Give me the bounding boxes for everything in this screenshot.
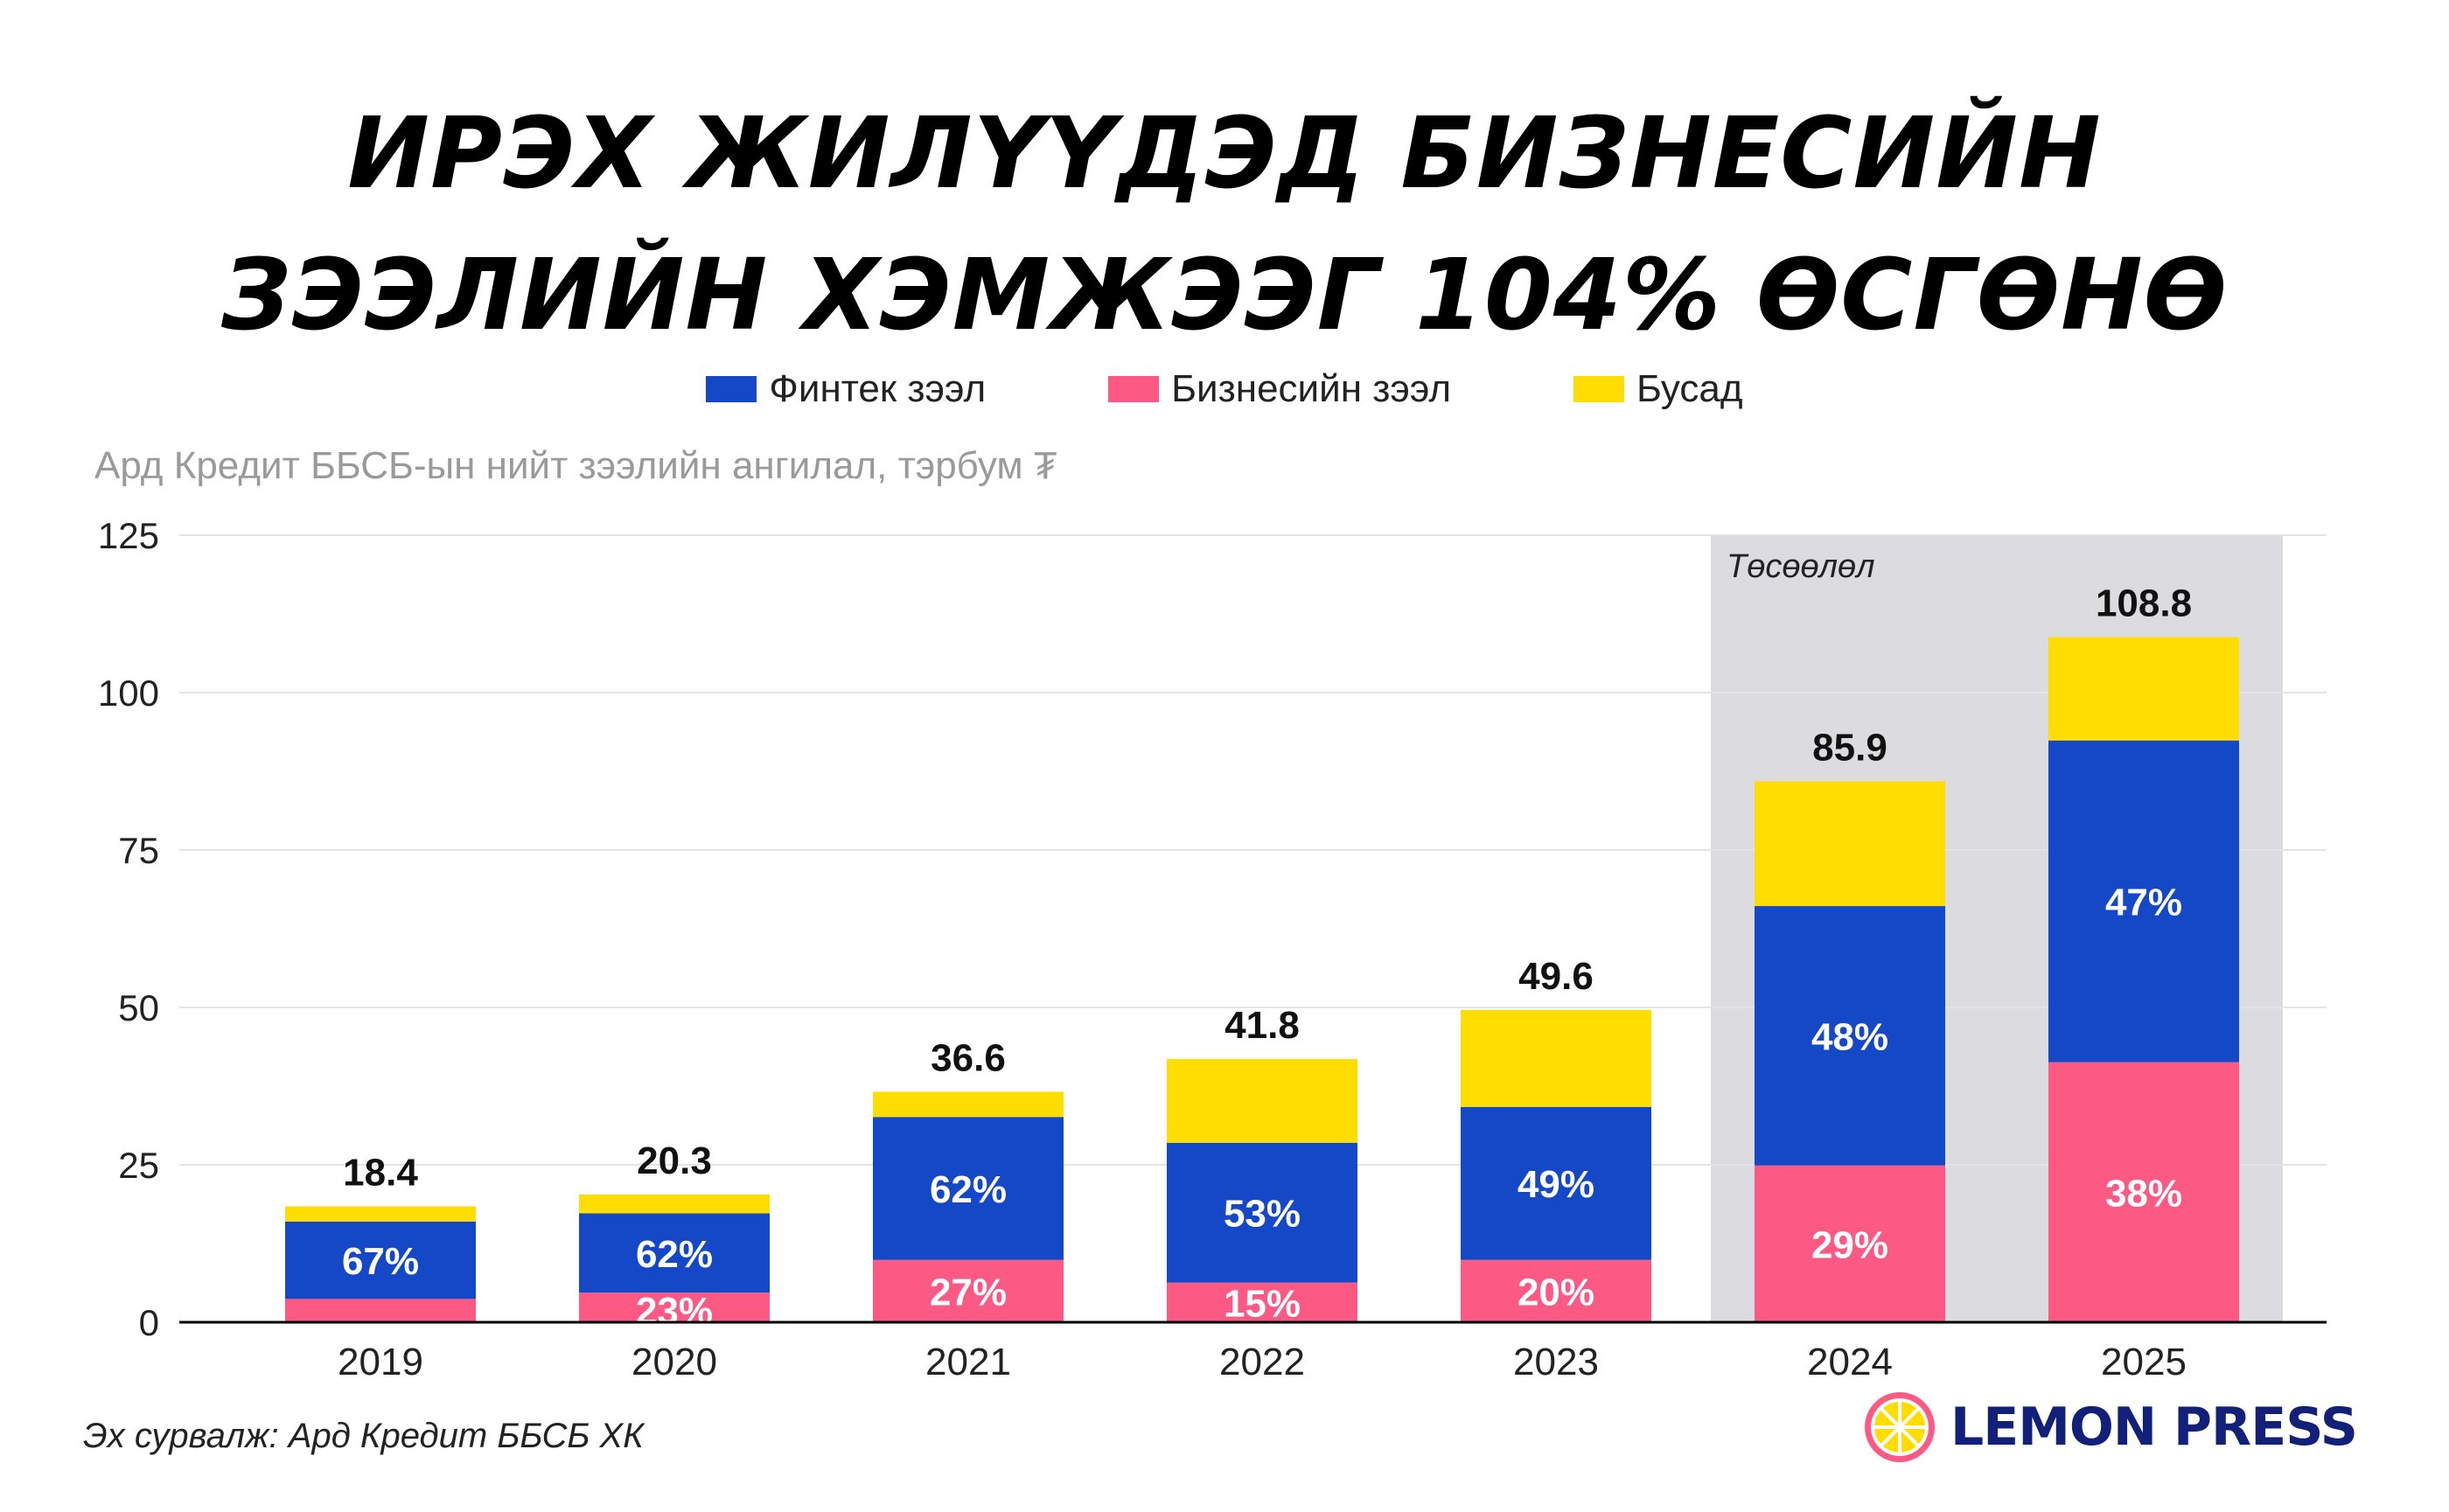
bar-percent-label: 62% bbox=[930, 1168, 1007, 1211]
title-line-1: ИРЭХ ЖИЛҮҮДЭД БИЗНЕСИЙН bbox=[347, 97, 2102, 211]
bar-segment bbox=[285, 1206, 476, 1222]
x-tick-label: 2022 bbox=[1219, 1341, 1305, 1382]
bar-percent-label: 29% bbox=[1811, 1223, 1888, 1266]
bar-percent-label: 47% bbox=[2105, 881, 2182, 924]
lemon-slice-icon bbox=[1865, 1392, 1935, 1462]
bar-total-label: 108.8 bbox=[2096, 582, 2192, 625]
page-title: ИРЭХ ЖИЛҮҮДЭД БИЗНЕСИЙН ЗЭЭЛИЙН ХЭМЖЭЭГ … bbox=[0, 83, 2449, 366]
x-tick-label: 2020 bbox=[631, 1341, 717, 1382]
bar-percent-label: 67% bbox=[342, 1240, 419, 1283]
logo-text: LEMON PRESS bbox=[1950, 1397, 2358, 1458]
bar-segment bbox=[1461, 1259, 1651, 1322]
bar-percent-label: 20% bbox=[1518, 1271, 1594, 1313]
bar-segment bbox=[579, 1194, 770, 1214]
forecast-label: Төсөөлөл bbox=[1727, 548, 1875, 585]
chart-subtitle: Ард Кредит ББСБ-ын нийт зээлийн ангилал,… bbox=[94, 444, 1057, 487]
bar-segment bbox=[1755, 906, 1945, 1166]
bar-segment bbox=[2048, 740, 2239, 1063]
bar-segment bbox=[1167, 1142, 1357, 1283]
legend-label-fintech: Финтек зээл bbox=[769, 367, 987, 410]
bar-percent-label: 23% bbox=[636, 1290, 713, 1333]
bar-total-label: 49.6 bbox=[1518, 955, 1594, 998]
x-tick-label: 2023 bbox=[1513, 1341, 1599, 1382]
bar-segment bbox=[873, 1117, 1064, 1260]
bar-total-label: 85.9 bbox=[1812, 727, 1887, 770]
stacked-bar-chart: Төсөөлөл 0 25 50 75 100 125 67% 18.4 2019 23% 62% 20… bbox=[98, 515, 2327, 1382]
y-tick-label: 0 bbox=[139, 1302, 159, 1343]
legend-swatch-other bbox=[1573, 376, 1624, 402]
legend-label-other: Бусад bbox=[1636, 367, 1743, 410]
legend-item-fintech: Финтек зээл bbox=[706, 367, 986, 411]
bar-percent-label: 15% bbox=[1224, 1282, 1301, 1325]
bar-segment bbox=[285, 1221, 476, 1299]
x-tick-label: 2021 bbox=[925, 1341, 1011, 1382]
bar-percent-label: 38% bbox=[2105, 1172, 2182, 1215]
y-tick-label: 50 bbox=[118, 987, 159, 1028]
source-note: Эх сурвалж: Ард Кредит ББСБ ХК bbox=[83, 1417, 644, 1455]
bar-total-label: 20.3 bbox=[637, 1139, 712, 1182]
bar-segment bbox=[1755, 781, 1945, 907]
title-line-2: ЗЭЭЛИЙН ХЭМЖЭЭГ 104% ӨСГӨНӨ bbox=[221, 239, 2228, 352]
bar-percent-label: 27% bbox=[930, 1271, 1007, 1313]
legend-swatch-business bbox=[1108, 376, 1160, 402]
legend-item-business: Бизнесийн зээл bbox=[1108, 367, 1451, 411]
bar-percent-label: 53% bbox=[1224, 1193, 1301, 1236]
legend-label-business: Бизнесийн зээл bbox=[1171, 367, 1451, 410]
bar-segment bbox=[1755, 1165, 1945, 1322]
x-tick-label: 2019 bbox=[338, 1341, 423, 1382]
bar-percent-label: 48% bbox=[1811, 1015, 1888, 1058]
bar-percent-label: 62% bbox=[636, 1233, 713, 1276]
bar-segment bbox=[1167, 1282, 1357, 1322]
logo: LEMON PRESS bbox=[1863, 1390, 2358, 1464]
bar-total-label: 18.4 bbox=[343, 1152, 418, 1195]
y-tick-label: 25 bbox=[118, 1145, 159, 1186]
y-tick-label: 125 bbox=[98, 515, 159, 556]
y-tick-label: 100 bbox=[98, 672, 159, 714]
bar-segment bbox=[1461, 1106, 1651, 1260]
bar-segment bbox=[873, 1091, 1064, 1118]
legend: Финтек зээл Бизнесийн зээл Бусад bbox=[0, 367, 2449, 411]
bar-segment bbox=[579, 1293, 770, 1322]
bar-segment bbox=[579, 1213, 770, 1293]
bar-segment bbox=[285, 1299, 476, 1322]
bar-segment bbox=[1167, 1059, 1357, 1143]
bar-segment bbox=[1461, 1009, 1651, 1107]
bar-segment bbox=[2048, 1062, 2239, 1322]
bar-total-label: 41.8 bbox=[1224, 1004, 1300, 1047]
bar-segment bbox=[873, 1259, 1064, 1322]
y-tick-label: 75 bbox=[118, 830, 159, 871]
legend-swatch-fintech bbox=[706, 376, 757, 402]
legend-item-other: Бусад bbox=[1573, 367, 1743, 411]
bar-percent-label: 49% bbox=[1518, 1163, 1594, 1206]
x-tick-label: 2024 bbox=[1807, 1341, 1893, 1382]
x-tick-label: 2025 bbox=[2101, 1341, 2187, 1382]
bar-total-label: 36.6 bbox=[931, 1036, 1006, 1079]
bar-segment bbox=[2048, 637, 2239, 741]
